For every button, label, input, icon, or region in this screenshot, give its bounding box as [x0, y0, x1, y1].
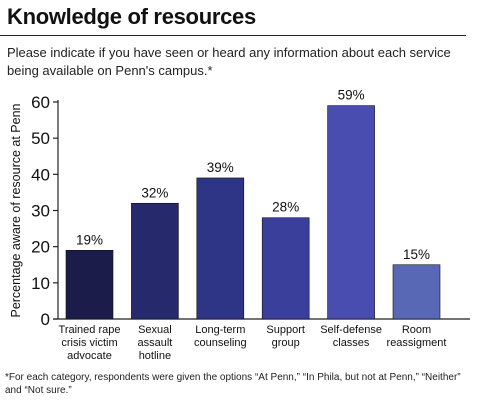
- x-tick-label: Trained rape: [59, 324, 121, 336]
- x-tick-label: Self-defense: [320, 324, 382, 336]
- bar: [65, 249, 114, 320]
- x-tick-label: group: [272, 337, 300, 349]
- x-tick-label: advocate: [67, 350, 112, 362]
- data-label: 39%: [207, 160, 234, 175]
- footnote: *For each category, respondents were giv…: [5, 372, 461, 396]
- x-tick-label: counseling: [194, 337, 247, 349]
- bar: [261, 217, 310, 320]
- bar: [196, 177, 245, 320]
- x-tick-label: crisis victim: [61, 337, 117, 349]
- page-title: Knowledge of resources: [7, 4, 256, 29]
- title-divider: [0, 35, 466, 36]
- y-tick-label: 40: [31, 165, 50, 184]
- x-tick-label: Long-term: [195, 324, 245, 336]
- data-label: 59%: [338, 88, 365, 103]
- y-tick-label: 20: [31, 238, 50, 257]
- bar: [131, 202, 179, 320]
- x-tick-label: reassigment: [387, 337, 447, 349]
- data-label: 28%: [272, 200, 299, 215]
- chart-subtitle: Please indicate if you have seen or hear…: [7, 45, 451, 78]
- x-tick-label: Support: [266, 324, 305, 336]
- x-tick-label: hotline: [139, 350, 171, 362]
- bar: [327, 105, 375, 320]
- data-label: 32%: [141, 185, 168, 200]
- y-tick-label: 60: [31, 93, 50, 112]
- bar: [392, 264, 441, 320]
- y-tick-label: 0: [41, 310, 50, 329]
- y-tick-label: 30: [31, 202, 50, 221]
- x-tick-label: classes: [333, 337, 370, 349]
- y-axis-label: Percentage aware of resource at Penn: [9, 103, 23, 317]
- data-label: 19%: [76, 232, 103, 247]
- data-label: 15%: [403, 247, 430, 262]
- x-tick-label: Room: [402, 324, 431, 336]
- x-tick-label: assault: [137, 337, 172, 349]
- x-tick-label: Sexual: [138, 324, 172, 336]
- y-tick-label: 10: [31, 274, 50, 293]
- y-tick-label: 50: [31, 129, 50, 148]
